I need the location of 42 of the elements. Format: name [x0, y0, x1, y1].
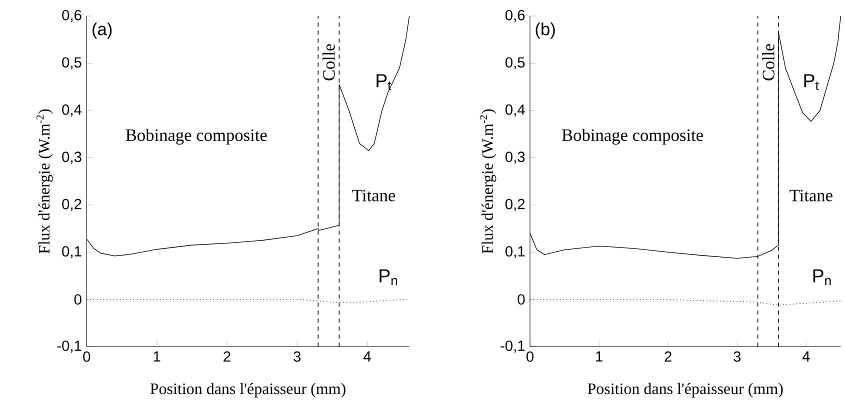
annotation: Titane	[790, 190, 832, 202]
x-tick-label: 3	[294, 351, 301, 362]
y-tick-label: 0,5	[505, 57, 525, 70]
y-tick-label: 0,6	[62, 10, 82, 22]
y-tick-label: -0,1	[500, 340, 525, 353]
y-tick-label: 0,2	[62, 198, 82, 212]
x-tick-label: 4	[364, 351, 371, 362]
x-tick-label: 2	[224, 351, 230, 362]
y-tick-label: 0,2	[505, 198, 525, 212]
y-tick-label: 0,5	[62, 57, 82, 70]
y-tick-label: 0,4	[505, 104, 525, 117]
series-label: P$_{t}$	[804, 74, 819, 90]
x-tick-label: 1	[154, 351, 160, 362]
x-axis-title: Position dans l'épaisseur (mm)	[588, 382, 783, 398]
y-tick-label: 0,4	[62, 104, 82, 117]
y-tick-label: 0,1	[62, 246, 82, 258]
y-tick-label: 0	[518, 294, 525, 305]
y-tick-label: 0,6	[505, 10, 525, 22]
y-tick-label: 0	[74, 294, 82, 305]
annotation: Bobinage composite	[126, 128, 267, 145]
annotation: Colle	[322, 44, 335, 80]
annotation: (a)	[92, 22, 112, 39]
series-label: P$_{n}$	[380, 269, 398, 286]
x-axis-title: Position dans l'épaisseur (mm)	[150, 382, 346, 398]
series-label: P$_{n}$	[813, 269, 831, 286]
y-axis-title: Flux d'énergie (W.m$^{-2}$)	[480, 109, 496, 254]
y-tick-label: 0,3	[62, 152, 82, 164]
y-tick-label: -0,1	[57, 340, 82, 353]
x-tick-label: 0	[526, 351, 534, 362]
x-tick-label: 3	[734, 351, 741, 362]
x-tick-label: 0	[83, 351, 90, 362]
annotation: Titane	[352, 190, 396, 202]
x-tick-label: 1	[596, 351, 602, 362]
series-label: P$_{t}$	[376, 74, 392, 90]
x-tick-label: 4	[802, 351, 810, 362]
annotation: Bobinage composite	[562, 128, 703, 145]
annotation: (b)	[536, 22, 555, 39]
y-tick-label: 0,3	[505, 152, 525, 164]
annotation: Colle	[762, 44, 774, 80]
y-tick-label: 0,1	[505, 246, 525, 258]
x-tick-label: 2	[664, 351, 672, 362]
y-axis-title: Flux d'énergie (W.m$^{-2}$)	[36, 109, 53, 254]
